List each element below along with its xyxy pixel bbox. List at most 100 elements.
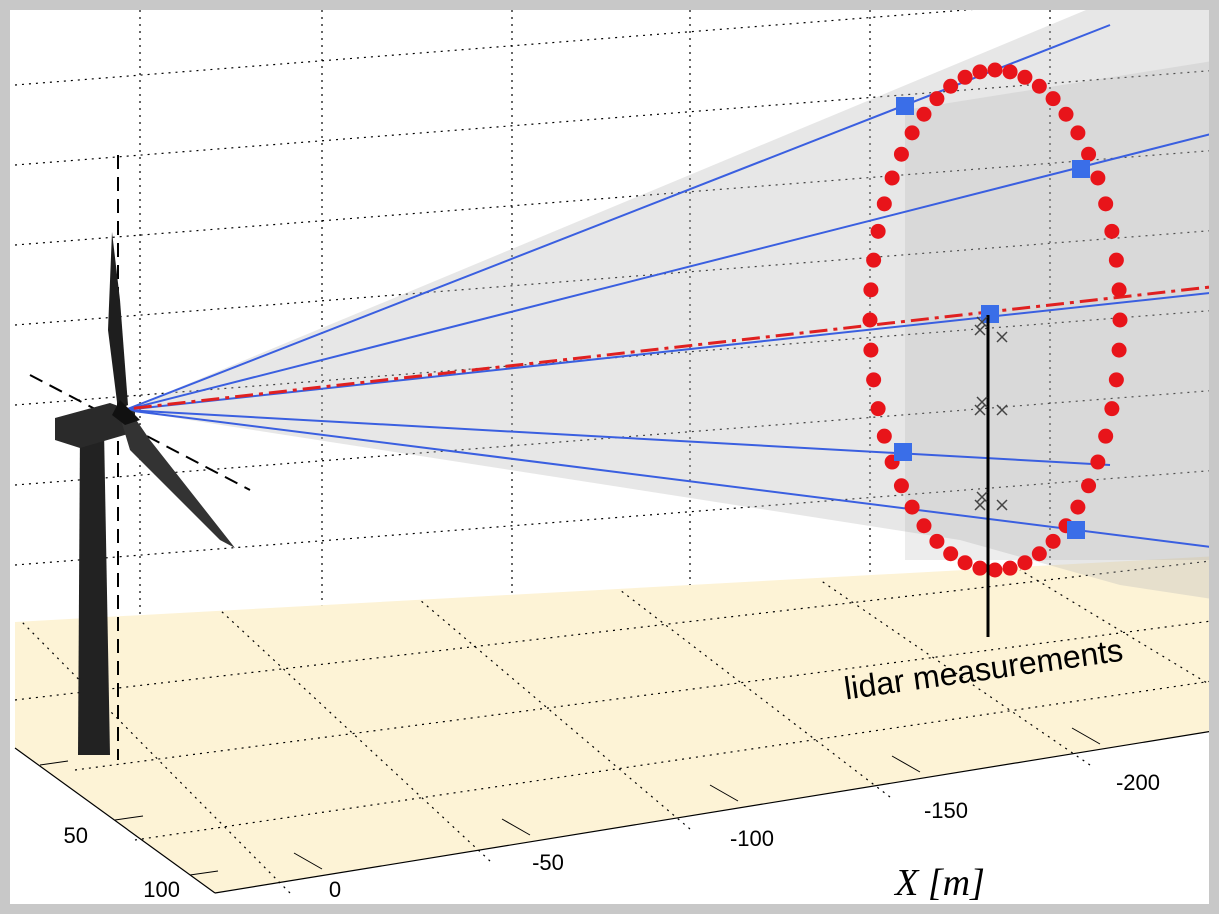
trajectory-point: [987, 562, 1003, 578]
floor-grid: [14, 559, 1219, 894]
trajectory-point: [1081, 478, 1097, 494]
ground-plane: [15, 556, 1219, 893]
hub: [112, 400, 140, 425]
trajectory-point: [1098, 196, 1114, 212]
measurement-heights: [974, 316, 1008, 511]
trajectory-point: [916, 518, 932, 534]
x-tick: [501, 818, 531, 836]
grid-line: [14, 69, 1219, 166]
cross: [976, 316, 988, 328]
blade: [118, 408, 235, 548]
x-tick-label: -50: [532, 850, 564, 875]
trajectory-point: [1081, 146, 1097, 162]
cross: [996, 499, 1008, 511]
trajectory-point: [972, 64, 988, 80]
trajectory-point: [972, 560, 988, 576]
trajectory-point: [957, 69, 973, 85]
trajectory-point: [1108, 372, 1124, 388]
trajectory-point: [876, 196, 892, 212]
trajectory-point: [943, 546, 959, 562]
x-tick-label: 0: [329, 877, 341, 902]
scan-cone: [125, 0, 1219, 600]
trajectory-point: [1070, 499, 1086, 515]
trajectory-point: [1098, 428, 1114, 444]
trajectory-point: [916, 106, 932, 122]
trajectory-point: [929, 91, 945, 107]
trajectory-point: [1058, 106, 1074, 122]
grid-line: [14, 149, 1219, 246]
trajectory-point: [1090, 170, 1106, 186]
measurement-point: [896, 97, 914, 115]
trajectory-point: [1112, 312, 1128, 328]
cross: [976, 491, 988, 503]
measurement-point: [1067, 521, 1085, 539]
trajectory-point: [1104, 223, 1120, 239]
trajectory-point: [957, 555, 973, 571]
cross: [974, 499, 986, 511]
floor-grid-line: [419, 599, 691, 830]
trajectory-point: [1017, 69, 1033, 85]
y-tick: [189, 870, 219, 876]
tower: [78, 430, 110, 755]
trajectory-point: [1070, 125, 1086, 141]
grid-line: [14, 469, 1219, 566]
trajectory-point: [893, 478, 909, 494]
y-tick-label: 50: [64, 823, 88, 848]
x-tick-label: -150: [924, 798, 968, 823]
trajectory-point: [1031, 546, 1047, 562]
beam: [124, 409, 1219, 549]
trajectory-point: [1111, 282, 1127, 298]
cross: [974, 404, 986, 416]
trajectory-point: [1104, 401, 1120, 417]
x-tick: [1071, 727, 1101, 745]
y-axis: [14, 747, 216, 894]
trajectory-point: [862, 312, 878, 328]
beam: [124, 409, 1111, 466]
trajectory-point: [1045, 91, 1061, 107]
cross: [996, 331, 1008, 343]
trajectory-point: [1045, 533, 1061, 549]
trajectory-point: [943, 78, 959, 94]
trajectory-point: [1111, 342, 1127, 358]
trajectory-point: [884, 170, 900, 186]
yaw-axis: [29, 374, 251, 491]
trajectory-point: [870, 223, 886, 239]
x-tick: [891, 755, 921, 773]
beam: [124, 291, 1219, 411]
blade: [108, 232, 128, 410]
x-axis-label: X [m]: [893, 862, 985, 904]
trajectory-point: [863, 342, 879, 358]
trajectory-point: [1108, 252, 1124, 268]
axes: [14, 729, 1219, 894]
trajectory-point: [1031, 78, 1047, 94]
floor-grid-line: [619, 589, 891, 798]
trajectory-point: [893, 146, 909, 162]
trajectory-point: [876, 428, 892, 444]
grid-line: [14, 0, 1100, 86]
ticks: [39, 727, 1101, 876]
trajectory-point: [1002, 64, 1018, 80]
floor-grid-line: [19, 619, 291, 894]
trajectory-point: [1090, 454, 1106, 470]
cross: [976, 396, 988, 408]
y-tick-label: 100: [143, 877, 180, 902]
trajectory-point: [870, 401, 886, 417]
rotor-axis: [99, 284, 1219, 414]
trajectory-point: [929, 533, 945, 549]
cross: [996, 404, 1008, 416]
floor-grid-line: [134, 679, 1219, 841]
x-tick-label: -100: [730, 826, 774, 851]
x-tick: [709, 784, 739, 802]
trajectory-point: [866, 372, 882, 388]
beam: [124, 131, 1219, 411]
grid-line: [14, 229, 1219, 326]
scan-plane: [905, 60, 1219, 560]
cross: [974, 324, 986, 336]
trajectory-point: [1002, 560, 1018, 576]
x-tick-label: -200: [1116, 770, 1160, 795]
x-axis: [214, 729, 1219, 894]
trajectory-point: [987, 62, 1003, 78]
trajectory-point: [904, 499, 920, 515]
